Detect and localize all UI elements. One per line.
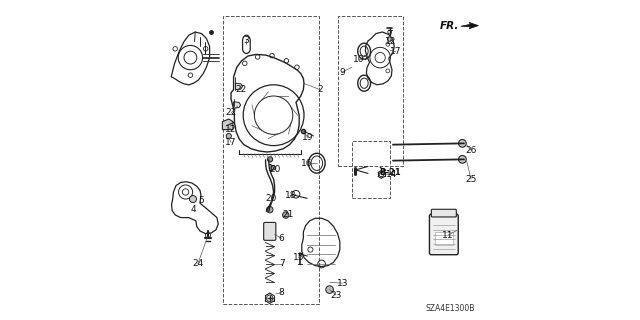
Polygon shape <box>223 119 233 130</box>
Circle shape <box>227 133 232 139</box>
Text: 6: 6 <box>279 234 284 243</box>
Circle shape <box>326 286 333 293</box>
Text: 12: 12 <box>385 37 396 46</box>
Text: 15: 15 <box>292 253 304 262</box>
Text: 19: 19 <box>302 133 314 142</box>
Text: 5: 5 <box>198 196 204 204</box>
Circle shape <box>267 206 273 213</box>
Text: 13: 13 <box>337 279 348 288</box>
Bar <box>435 232 453 245</box>
Text: 24: 24 <box>192 260 204 268</box>
Polygon shape <box>236 83 243 90</box>
Text: 22: 22 <box>235 85 246 94</box>
Text: 21: 21 <box>282 210 294 219</box>
Circle shape <box>458 156 466 163</box>
Text: 20: 20 <box>266 194 277 203</box>
Circle shape <box>458 140 466 147</box>
Text: 4: 4 <box>191 205 196 214</box>
Text: 17: 17 <box>225 138 237 147</box>
Circle shape <box>268 157 273 162</box>
Text: 16: 16 <box>301 159 313 168</box>
Text: 20: 20 <box>269 165 281 174</box>
Text: SZA4E1300B: SZA4E1300B <box>426 304 475 313</box>
Polygon shape <box>234 102 241 108</box>
Circle shape <box>388 37 392 41</box>
Circle shape <box>271 165 275 170</box>
Text: B-21: B-21 <box>380 168 401 177</box>
Text: 2: 2 <box>317 85 323 94</box>
Text: 12: 12 <box>225 125 237 134</box>
Text: 22: 22 <box>226 108 237 117</box>
FancyBboxPatch shape <box>264 222 276 240</box>
FancyBboxPatch shape <box>429 214 458 255</box>
Text: 9: 9 <box>340 68 345 76</box>
Text: 14: 14 <box>386 170 397 179</box>
Text: 17: 17 <box>390 47 401 56</box>
Text: 26: 26 <box>465 146 477 155</box>
Text: 1: 1 <box>268 164 273 172</box>
Polygon shape <box>461 22 479 29</box>
Text: 7: 7 <box>279 260 284 268</box>
Text: FR.: FR. <box>440 21 460 31</box>
Text: 8: 8 <box>279 288 284 297</box>
Circle shape <box>283 212 289 218</box>
Text: 11: 11 <box>442 231 454 240</box>
FancyBboxPatch shape <box>431 209 456 217</box>
Text: 18: 18 <box>285 191 296 200</box>
Text: 25: 25 <box>465 175 477 184</box>
Text: 23: 23 <box>330 291 342 300</box>
Circle shape <box>189 196 196 203</box>
Text: 10: 10 <box>353 55 365 64</box>
Text: 3: 3 <box>244 36 249 44</box>
